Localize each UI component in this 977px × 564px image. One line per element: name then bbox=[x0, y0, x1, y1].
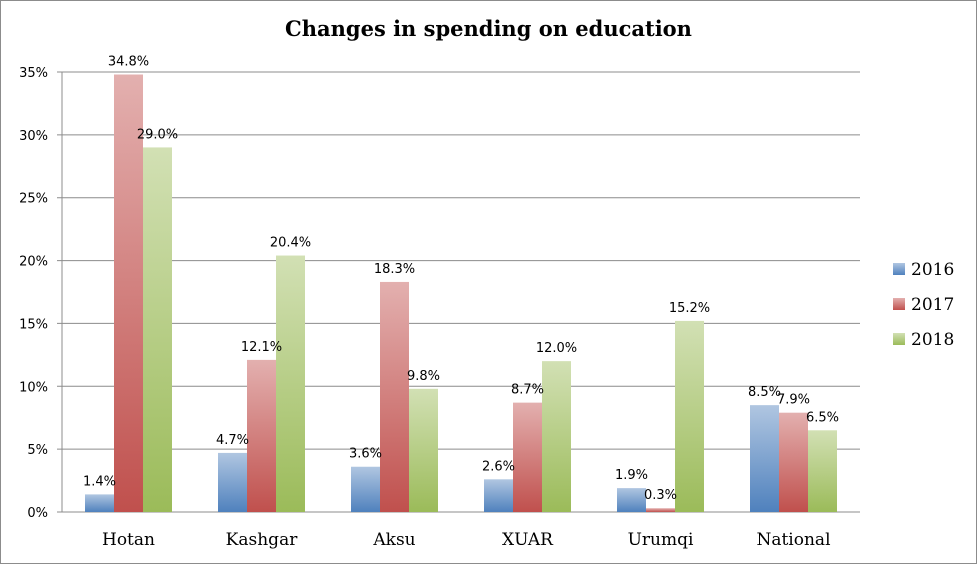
y-tick-label: 5% bbox=[27, 443, 48, 458]
x-category-label: Kashgar bbox=[226, 530, 299, 550]
bar-2018-urumqi bbox=[675, 320, 704, 512]
data-label: 18.3% bbox=[374, 262, 415, 277]
bar-2016-hotan bbox=[85, 494, 114, 512]
data-label: 3.6% bbox=[349, 447, 382, 462]
bar-2016-xuar bbox=[484, 479, 513, 512]
bar-2018-kashgar bbox=[276, 255, 305, 513]
y-tick-label: 20% bbox=[19, 255, 48, 270]
legend-label-2017: 2017 bbox=[911, 295, 954, 315]
bar-2017-aksu bbox=[380, 281, 409, 512]
x-category-label: XUAR bbox=[502, 530, 554, 550]
data-label: 29.0% bbox=[137, 127, 178, 142]
chart-title: Changes in spending on education bbox=[285, 16, 692, 41]
data-label: 9.8% bbox=[407, 369, 440, 384]
x-category-label: Urumqi bbox=[628, 530, 694, 550]
legend-label-2016: 2016 bbox=[911, 260, 954, 280]
data-label: 1.9% bbox=[615, 468, 648, 483]
bar-2017-national bbox=[779, 412, 808, 512]
y-tick-label: 25% bbox=[19, 192, 48, 207]
data-label: 12.0% bbox=[536, 341, 577, 356]
x-category-label: Aksu bbox=[372, 530, 415, 550]
data-label: 15.2% bbox=[669, 301, 710, 316]
bar-2017-xuar bbox=[513, 402, 542, 512]
bar-2018-national bbox=[808, 430, 837, 512]
y-tick-label: 10% bbox=[19, 380, 48, 395]
data-label: 8.5% bbox=[748, 385, 781, 400]
y-tick-label: 0% bbox=[27, 506, 48, 521]
bar-2018-aksu bbox=[409, 388, 438, 512]
legend-swatch-2016 bbox=[893, 263, 905, 275]
bar-2016-national bbox=[750, 405, 779, 512]
legend-label-2018: 2018 bbox=[911, 330, 954, 350]
data-label: 6.5% bbox=[806, 410, 839, 425]
y-tick-label: 15% bbox=[19, 317, 48, 332]
data-label: 34.8% bbox=[108, 55, 149, 70]
bar-2016-aksu bbox=[351, 466, 380, 512]
legend-swatch-2017 bbox=[893, 298, 905, 310]
data-label: 0.3% bbox=[644, 488, 677, 503]
bar-2017-urumqi bbox=[646, 508, 675, 512]
data-label: 8.7% bbox=[511, 383, 544, 398]
data-label: 20.4% bbox=[270, 236, 311, 251]
bar-2016-urumqi bbox=[617, 488, 646, 512]
bar-2016-kashgar bbox=[218, 452, 247, 512]
data-label: 7.9% bbox=[777, 393, 810, 408]
x-category-label: Hotan bbox=[102, 530, 155, 550]
data-label: 4.7% bbox=[216, 433, 249, 448]
data-label: 2.6% bbox=[482, 459, 515, 474]
legend-swatch-2018 bbox=[893, 333, 905, 345]
x-category-label: National bbox=[756, 530, 830, 550]
bar-2017-kashgar bbox=[247, 359, 276, 512]
bar-2018-hotan bbox=[143, 147, 172, 512]
data-label: 1.4% bbox=[83, 474, 116, 489]
data-label: 12.1% bbox=[241, 340, 282, 355]
y-tick-label: 35% bbox=[19, 66, 48, 81]
bar-2017-hotan bbox=[114, 74, 143, 512]
bar-2018-xuar bbox=[542, 361, 571, 512]
y-tick-label: 30% bbox=[19, 129, 48, 144]
